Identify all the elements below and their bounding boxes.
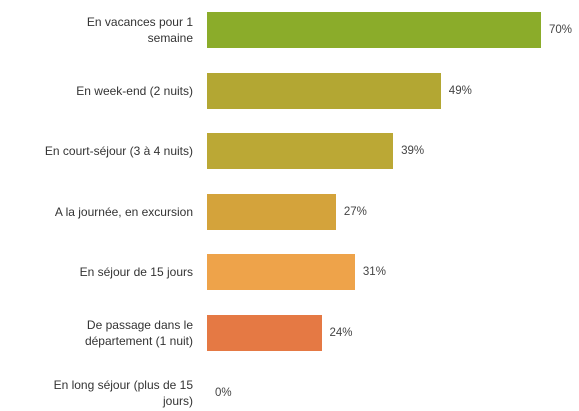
- category-label: A la journée, en excursion: [54, 204, 193, 219]
- bar: [207, 193, 336, 230]
- value-label: 70%: [549, 24, 573, 36]
- bar: [207, 133, 394, 169]
- category-label: En week-end (2 nuits): [76, 83, 193, 98]
- value-label: 39%: [401, 145, 425, 157]
- value-label: 49%: [448, 84, 472, 97]
- value-label: 0%: [215, 387, 232, 399]
- category-label: En séjour de 15 jours: [79, 265, 193, 279]
- bar: [207, 254, 355, 290]
- category-label: En long séjour (plus de 15 jours): [53, 378, 193, 408]
- category-label: De passage dans le département (1 nuit): [84, 317, 193, 348]
- value-label: 24%: [329, 326, 353, 339]
- value-label: 31%: [362, 266, 386, 278]
- bar: [207, 314, 322, 351]
- category-label: En vacances pour 1 semaine: [86, 15, 193, 45]
- bar: [207, 12, 541, 48]
- bar: [207, 72, 441, 109]
- value-label: 27%: [343, 205, 367, 218]
- category-label: En court-séjour (3 à 4 nuits): [44, 144, 193, 158]
